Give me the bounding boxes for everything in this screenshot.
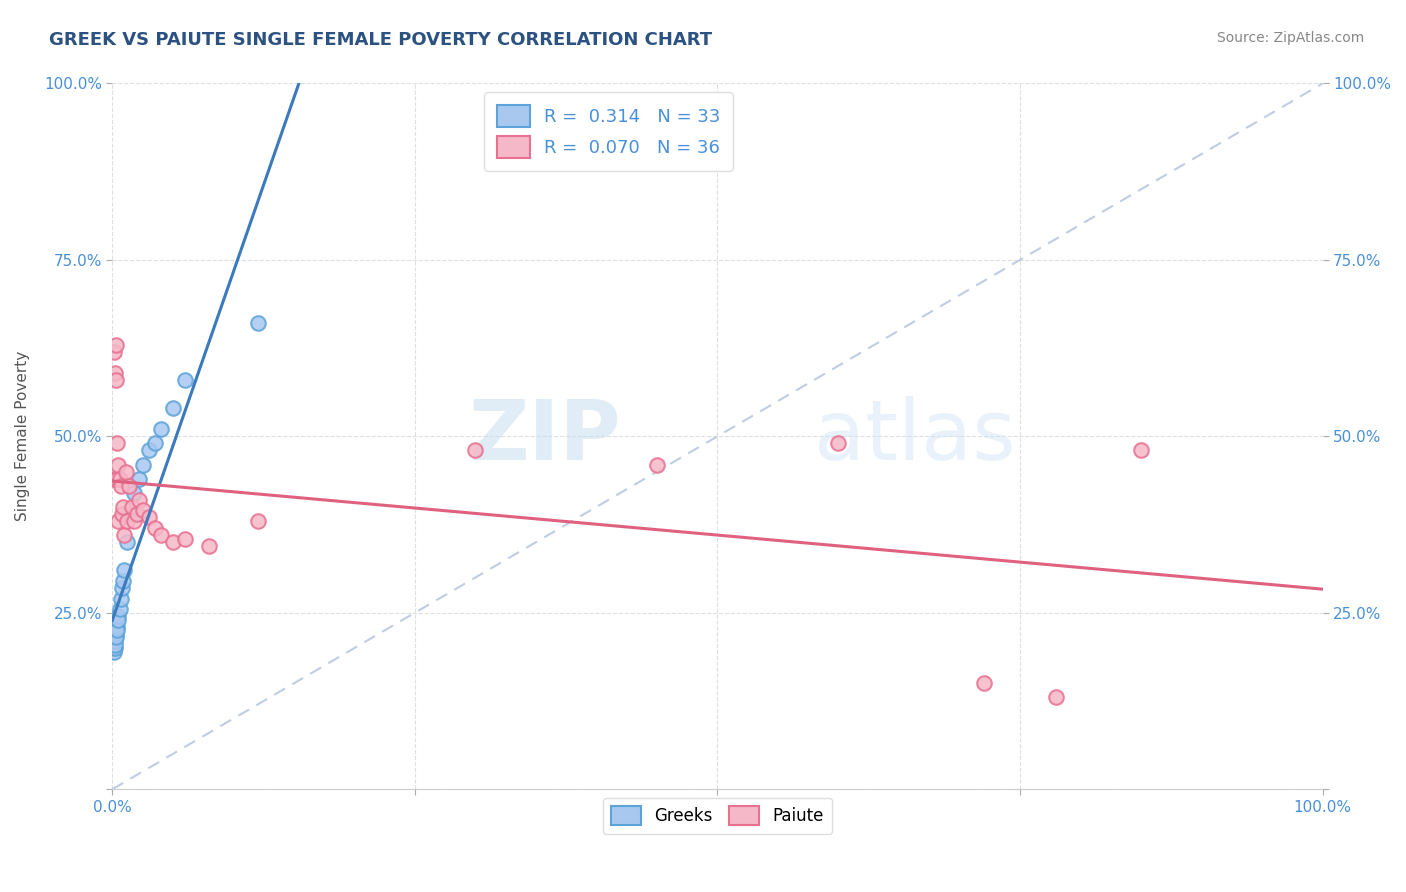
Y-axis label: Single Female Poverty: Single Female Poverty — [15, 351, 30, 522]
Point — [103, 644, 125, 658]
Point — [122, 485, 145, 500]
Point — [107, 514, 129, 528]
Point — [128, 472, 150, 486]
Point — [104, 337, 127, 351]
Point — [115, 535, 138, 549]
Point — [105, 436, 128, 450]
Point — [104, 631, 127, 645]
Point — [1045, 690, 1067, 705]
Point — [645, 458, 668, 472]
Point — [827, 436, 849, 450]
Point — [105, 472, 128, 486]
Point — [107, 609, 129, 624]
Point — [104, 627, 127, 641]
Point — [104, 472, 127, 486]
Point — [104, 624, 127, 638]
Point — [120, 507, 142, 521]
Point — [104, 373, 127, 387]
Point — [103, 638, 125, 652]
Point — [103, 641, 125, 656]
Point — [973, 676, 995, 690]
Point — [128, 492, 150, 507]
Point — [107, 458, 129, 472]
Text: Source: ZipAtlas.com: Source: ZipAtlas.com — [1216, 31, 1364, 45]
Point — [1130, 443, 1153, 458]
Point — [107, 613, 129, 627]
Point — [131, 458, 153, 472]
Point — [104, 366, 127, 380]
Point — [104, 631, 127, 645]
Point — [108, 472, 131, 486]
Point — [112, 500, 135, 514]
Point — [246, 514, 269, 528]
Point — [115, 514, 138, 528]
Point — [122, 514, 145, 528]
Point — [143, 436, 166, 450]
Point — [103, 344, 125, 359]
Point — [103, 634, 125, 648]
Point — [105, 624, 128, 638]
Point — [111, 507, 134, 521]
Point — [198, 539, 221, 553]
Point — [104, 638, 127, 652]
Point — [104, 641, 127, 656]
Point — [112, 574, 135, 588]
Point — [110, 591, 132, 606]
Point — [112, 563, 135, 577]
Point — [174, 373, 197, 387]
Point — [125, 507, 148, 521]
Point — [103, 472, 125, 486]
Text: ZIP: ZIP — [468, 396, 620, 477]
Point — [112, 528, 135, 542]
Text: atlas: atlas — [814, 396, 1017, 477]
Point — [149, 528, 172, 542]
Point — [121, 500, 143, 514]
Point — [162, 401, 184, 416]
Point — [246, 317, 269, 331]
Point — [105, 620, 128, 634]
Text: GREEK VS PAIUTE SINGLE FEMALE POVERTY CORRELATION CHART: GREEK VS PAIUTE SINGLE FEMALE POVERTY CO… — [49, 31, 713, 49]
Point — [104, 634, 127, 648]
Point — [118, 479, 141, 493]
Point — [138, 443, 160, 458]
Point — [174, 532, 197, 546]
Point — [104, 627, 127, 641]
Point — [143, 521, 166, 535]
Point — [111, 581, 134, 595]
Point — [131, 503, 153, 517]
Point — [103, 631, 125, 645]
Point — [138, 510, 160, 524]
Legend: Greeks, Paiute: Greeks, Paiute — [603, 798, 832, 834]
Point — [149, 422, 172, 436]
Point — [114, 465, 136, 479]
Point — [162, 535, 184, 549]
Point — [464, 443, 486, 458]
Point — [108, 602, 131, 616]
Point — [110, 479, 132, 493]
